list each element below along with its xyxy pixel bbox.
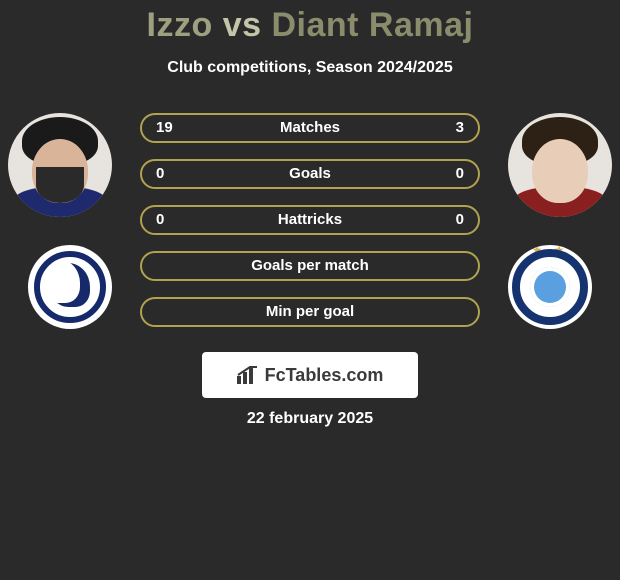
stat-row-min-per-goal: Min per goal xyxy=(140,297,480,327)
fctables-text: FcTables.com xyxy=(265,365,384,386)
stats-rows: 19 Matches 3 0 Goals 0 0 Hattricks 0 Goa… xyxy=(140,113,480,343)
stat-row-hattricks: 0 Hattricks 0 xyxy=(140,205,480,235)
bar-chart-icon xyxy=(237,366,259,384)
title-player2: Diant Ramaj xyxy=(271,6,473,44)
stat-row-goals: 0 Goals 0 xyxy=(140,159,480,189)
stat-right xyxy=(450,253,478,279)
stat-label: Goals per match xyxy=(142,253,478,279)
stat-right: 3 xyxy=(442,115,478,141)
title-vs: vs xyxy=(223,6,262,44)
page-title: Izzo vs Diant Ramaj xyxy=(0,6,620,45)
stat-right: 0 xyxy=(442,161,478,187)
player2-club-badge: ★ ★ xyxy=(508,245,592,329)
stat-right xyxy=(450,299,478,325)
stat-label: Min per goal xyxy=(142,299,478,325)
generated-date: 22 february 2025 xyxy=(0,410,620,428)
stat-row-matches: 19 Matches 3 xyxy=(140,113,480,143)
fctables-watermark: FcTables.com xyxy=(202,352,418,398)
stat-label: Goals xyxy=(142,161,478,187)
stat-label: Matches xyxy=(142,115,478,141)
stat-right: 0 xyxy=(442,207,478,233)
subtitle: Club competitions, Season 2024/2025 xyxy=(0,59,620,77)
player2-avatar xyxy=(508,113,612,217)
title-player1: Izzo xyxy=(147,6,213,44)
player1-club-badge xyxy=(28,245,112,329)
stat-row-goals-per-match: Goals per match xyxy=(140,251,480,281)
stat-label: Hattricks xyxy=(142,207,478,233)
player1-avatar xyxy=(8,113,112,217)
